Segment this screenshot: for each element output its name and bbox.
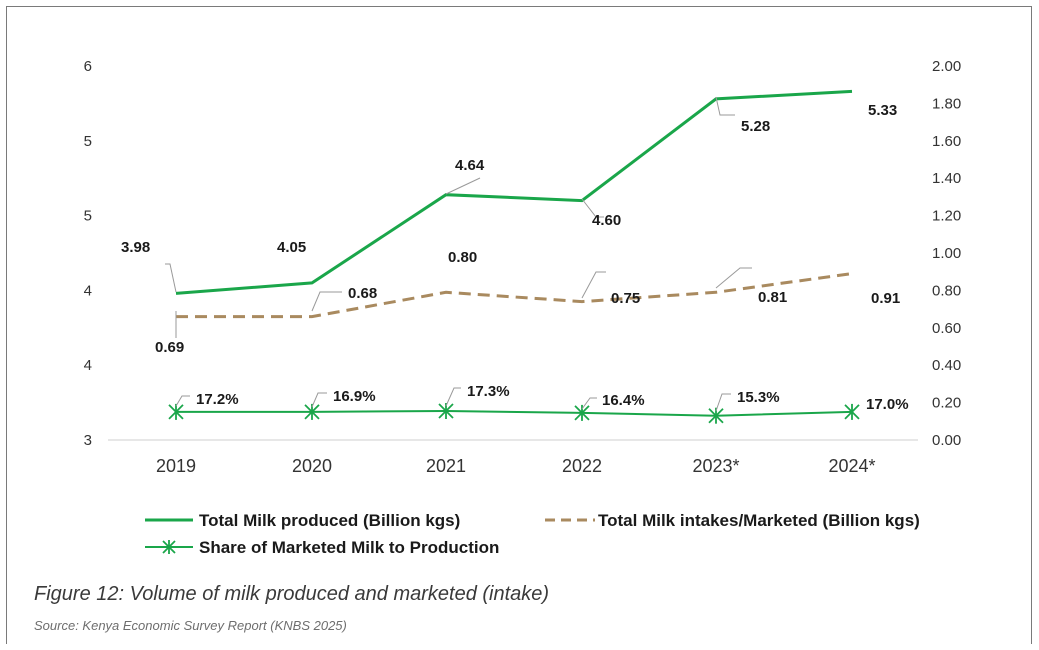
data-label-1-2: 0.80 bbox=[448, 249, 477, 266]
series-line-2 bbox=[176, 409, 853, 417]
right-axis-tick: 1.40 bbox=[932, 170, 961, 187]
data-label-0-5: 5.33 bbox=[868, 102, 897, 119]
data-label-0-1: 4.05 bbox=[277, 239, 306, 256]
data-label-0-4: 5.28 bbox=[741, 118, 770, 135]
data-label-0-0: 3.98 bbox=[121, 239, 150, 256]
data-label-0-3: 4.60 bbox=[592, 212, 621, 229]
figure-frame bbox=[6, 6, 1032, 644]
leader-line bbox=[715, 393, 731, 412]
left-axis-tick: 5 bbox=[84, 133, 92, 150]
leader-line bbox=[715, 96, 735, 116]
left-axis-tick: 5 bbox=[84, 208, 92, 225]
x-axis-ticks: 2019 2020 2021 2022 2023* 2024* bbox=[156, 456, 876, 476]
milk-chart: 3 4 4 5 5 6 0.00 0.20 0.40 0.60 0.80 1.00 1.20 1.40 1… bbox=[84, 58, 962, 557]
data-label-1-3: 0.75 bbox=[611, 290, 640, 307]
right-axis-tick: 2.00 bbox=[932, 58, 961, 75]
leader-line bbox=[175, 395, 190, 407]
data-label-1-5: 0.91 bbox=[871, 290, 900, 307]
share-marker bbox=[168, 403, 184, 420]
data-label-2-3: 16.4% bbox=[602, 392, 645, 409]
legend-label-share: Share of Marketed Milk to Production bbox=[199, 538, 499, 557]
leader-line bbox=[581, 271, 606, 299]
x-axis-tick: 2021 bbox=[426, 456, 466, 476]
figure-source: Source: Kenya Economic Survey Report (KN… bbox=[34, 618, 347, 633]
data-label-2-4: 15.3% bbox=[737, 389, 780, 406]
right-axis-tick: 0.00 bbox=[932, 432, 961, 449]
right-axis-tick: 1.00 bbox=[932, 245, 961, 262]
leader-line bbox=[581, 198, 604, 218]
x-axis-tick: 2019 bbox=[156, 456, 196, 476]
legend-label-total-marketed: Total Milk intakes/Marketed (Billion kgs… bbox=[598, 511, 920, 530]
legend-label-total-produced: Total Milk produced (Billion kgs) bbox=[199, 511, 460, 530]
data-label-2-5: 17.0% bbox=[866, 396, 909, 413]
left-axis-tick: 4 bbox=[84, 357, 92, 374]
right-axis-tick: 1.80 bbox=[932, 95, 961, 112]
leader-line bbox=[165, 263, 177, 293]
left-axis-tick: 4 bbox=[84, 282, 92, 299]
right-axis-tick: 1.60 bbox=[932, 133, 961, 150]
left-axis-tick: 3 bbox=[84, 432, 92, 449]
data-label-2-1: 16.9% bbox=[333, 388, 376, 405]
share-marker bbox=[574, 404, 590, 421]
series-line-1 bbox=[176, 272, 853, 319]
legend-swatch-share-marker bbox=[162, 540, 176, 554]
data-label-1-0: 0.69 bbox=[155, 339, 184, 356]
leader-line bbox=[311, 291, 342, 312]
right-axis-ticks: 0.00 0.20 0.40 0.60 0.80 1.00 1.20 1.40 1.60 1.80… bbox=[932, 58, 961, 449]
x-axis-tick: 2023* bbox=[692, 456, 739, 476]
share-marker bbox=[844, 403, 860, 420]
data-label-1-4: 0.81 bbox=[758, 289, 787, 306]
x-axis-tick: 2024* bbox=[828, 456, 875, 476]
data-label-0-2: 4.64 bbox=[455, 157, 485, 174]
series-layer bbox=[168, 89, 860, 424]
left-axis-ticks: 3 4 4 5 5 6 bbox=[84, 58, 92, 449]
label-leaders bbox=[165, 96, 752, 412]
data-labels: 3.98 4.05 4.64 4.60 5.28 5.33 0.69 0.68 0.80 0.75… bbox=[121, 102, 909, 413]
leader-line bbox=[445, 387, 461, 407]
series-line-0 bbox=[175, 89, 853, 295]
right-axis-tick: 0.20 bbox=[932, 395, 961, 412]
figure-caption: Figure 12: Volume of milk produced and m… bbox=[34, 583, 550, 605]
leader-line bbox=[311, 392, 327, 408]
leader-line bbox=[581, 397, 597, 410]
right-axis-tick: 0.40 bbox=[932, 357, 961, 374]
right-axis-tick: 0.80 bbox=[932, 282, 961, 299]
x-axis-tick: 2022 bbox=[562, 456, 602, 476]
x-axis-tick: 2020 bbox=[292, 456, 332, 476]
right-axis-tick: 0.60 bbox=[932, 320, 961, 337]
right-axis-tick: 1.20 bbox=[932, 208, 961, 225]
leader-line bbox=[445, 177, 481, 195]
leader-line bbox=[715, 267, 752, 289]
data-label-2-0: 17.2% bbox=[196, 391, 239, 408]
data-label-1-1: 0.68 bbox=[348, 285, 377, 302]
data-label-2-2: 17.3% bbox=[467, 383, 510, 400]
left-axis-tick: 6 bbox=[84, 58, 92, 75]
legend: Total Milk produced (Billion kgs) Total … bbox=[145, 511, 920, 557]
